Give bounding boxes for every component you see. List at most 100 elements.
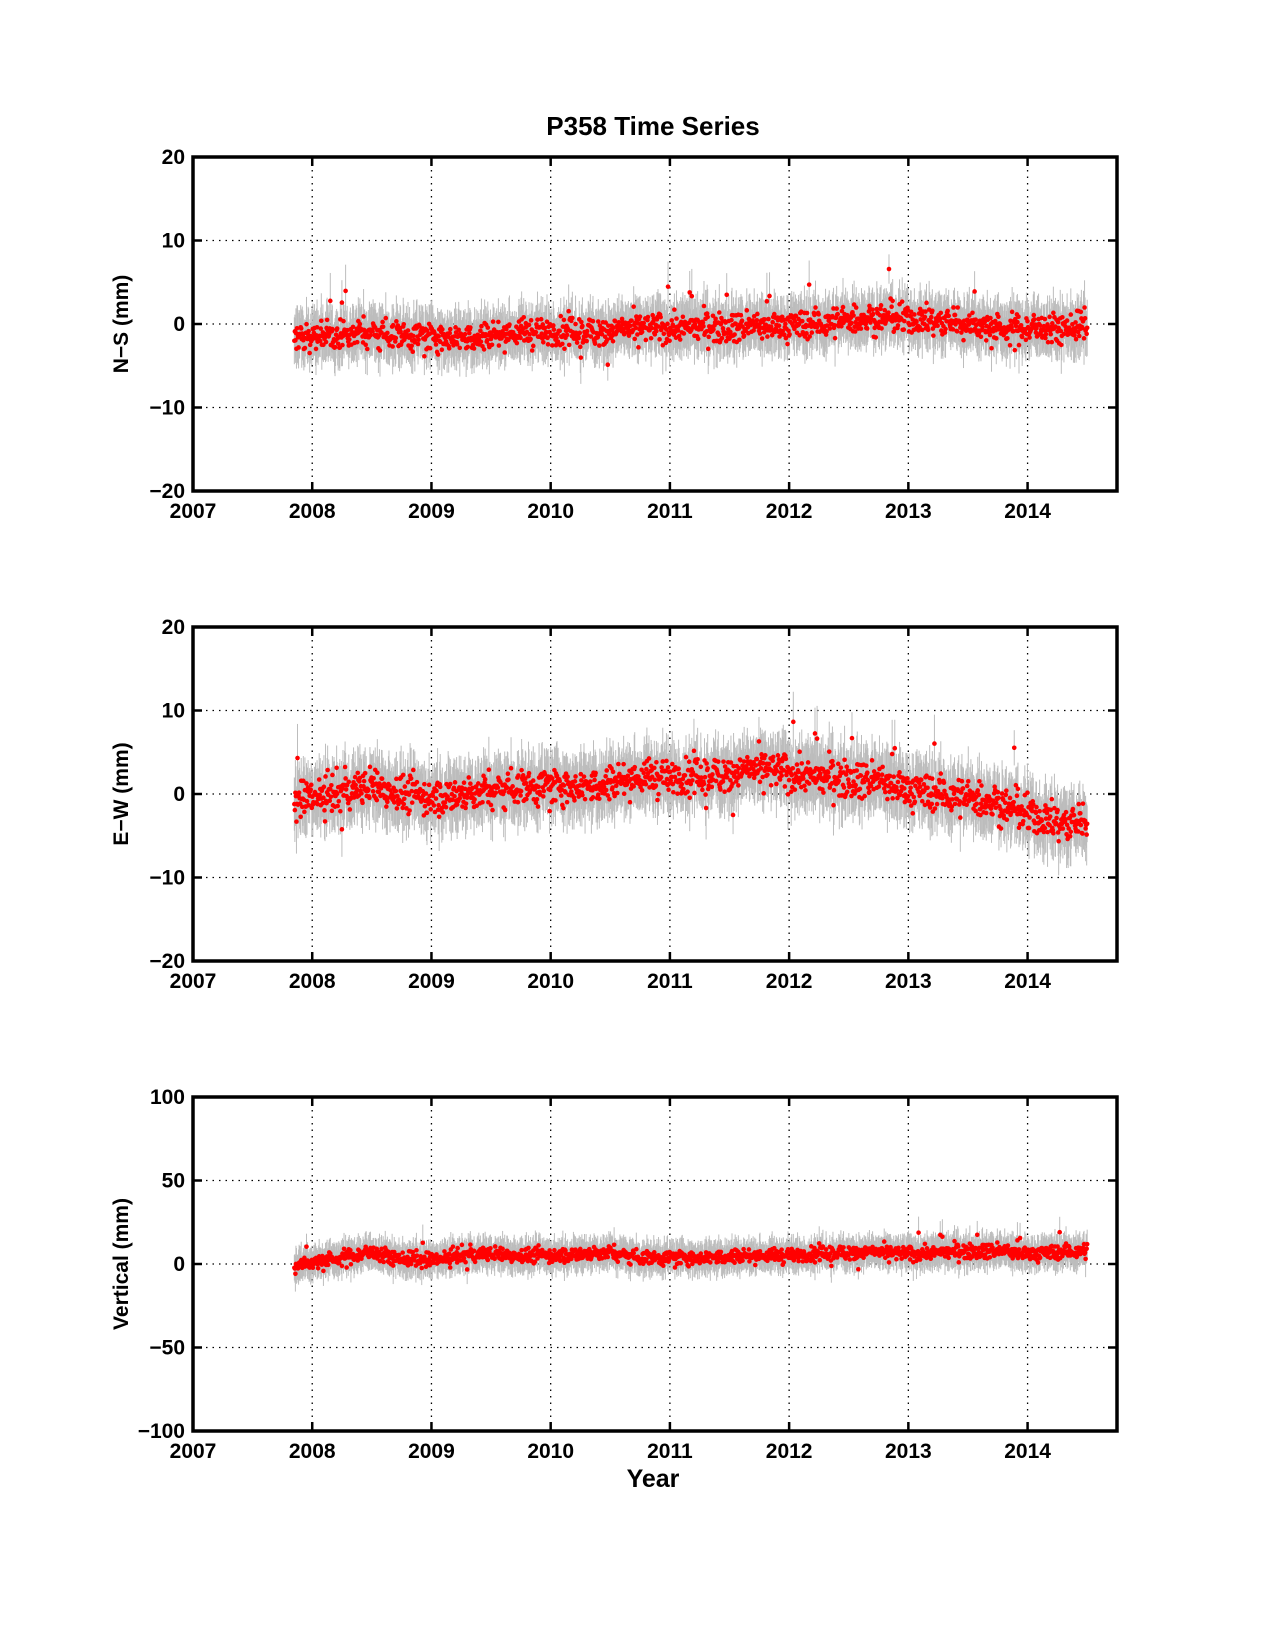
data-point: [370, 789, 376, 794]
data-point: [951, 305, 956, 310]
data-point: [599, 331, 605, 337]
data-point: [354, 339, 360, 345]
data-point: [376, 789, 382, 795]
data-point: [564, 332, 570, 338]
data-point: [363, 342, 368, 348]
data-point: [935, 323, 940, 329]
data-point: [667, 338, 672, 344]
data-point: [783, 335, 789, 341]
data-point: [890, 298, 895, 304]
data-point: [401, 321, 407, 327]
data-point: [409, 800, 415, 805]
data-point: [327, 298, 333, 304]
data-point: [908, 309, 914, 315]
data-point: [904, 313, 910, 318]
data-point: [371, 776, 376, 781]
data-point: [923, 309, 928, 314]
data-point: [447, 330, 453, 336]
data-point: [352, 774, 358, 780]
data-point: [1080, 325, 1085, 331]
data-point: [551, 323, 556, 328]
data-point: [812, 312, 817, 318]
data-point: [573, 330, 579, 336]
data-point: [839, 323, 844, 329]
data-point: [323, 774, 328, 779]
y-tick-label: 10: [162, 230, 185, 253]
data-point: [1073, 320, 1078, 325]
data-point: [570, 315, 575, 321]
data-point: [334, 765, 339, 771]
data-point: [557, 328, 562, 334]
data-point: [432, 330, 437, 336]
data-point: [671, 323, 676, 329]
data-point: [870, 311, 876, 317]
data-point: [754, 318, 760, 323]
data-point: [390, 344, 395, 349]
data-point: [486, 767, 492, 773]
data-point: [306, 802, 311, 808]
data-point: [901, 327, 907, 332]
data-point: [695, 336, 701, 342]
data-point: [922, 314, 928, 320]
data-point: [463, 801, 469, 806]
data-point: [645, 314, 651, 320]
data-point: [676, 333, 682, 339]
data-point: [340, 342, 345, 348]
data-point: [1068, 312, 1074, 317]
data-point: [466, 330, 472, 336]
data-point: [992, 318, 998, 324]
data-point: [972, 289, 977, 294]
data-point: [350, 324, 356, 330]
data-point: [529, 348, 535, 353]
data-point: [325, 767, 330, 773]
data-point: [728, 329, 733, 335]
data-point: [447, 326, 453, 332]
data-point: [1045, 339, 1051, 345]
data-point: [533, 329, 539, 335]
data-point: [1034, 326, 1039, 331]
data-point: [1078, 309, 1084, 315]
data-point: [362, 770, 368, 776]
data-point: [464, 795, 470, 800]
data-point: [566, 308, 571, 314]
data-point: [930, 308, 935, 314]
data-point: [988, 315, 993, 321]
data-point: [770, 319, 775, 325]
data-point: [377, 348, 383, 353]
data-point: [1016, 314, 1021, 320]
data-point: [416, 337, 421, 343]
x-tick-label: 2012: [766, 500, 813, 523]
data-point: [1016, 342, 1022, 348]
data-point: [502, 350, 508, 355]
data-point: [744, 308, 750, 313]
data-point: [408, 776, 414, 781]
data-point: [868, 320, 873, 325]
data-point: [1072, 333, 1077, 338]
data-point: [433, 342, 439, 347]
data-point: [318, 326, 324, 331]
data-point: [516, 773, 521, 778]
data-point: [769, 332, 775, 338]
data-point: [807, 334, 812, 339]
data-point: [447, 781, 453, 787]
data-point: [649, 325, 654, 331]
data-point: [669, 318, 675, 323]
data-point: [665, 284, 671, 289]
data-point: [834, 306, 839, 311]
data-point: [406, 792, 412, 797]
y-tick-label: −20: [149, 480, 185, 503]
data-point: [407, 808, 412, 813]
data-point: [406, 811, 411, 817]
points-ns: [292, 266, 1090, 367]
data-point: [816, 312, 821, 317]
data-point: [938, 310, 944, 316]
data-point: [330, 772, 335, 778]
data-point: [415, 341, 421, 347]
data-point: [631, 304, 636, 309]
data-point: [457, 345, 463, 351]
data-point: [849, 320, 854, 326]
data-point: [1043, 335, 1048, 341]
data-point: [420, 788, 426, 794]
data-point: [1009, 309, 1015, 315]
